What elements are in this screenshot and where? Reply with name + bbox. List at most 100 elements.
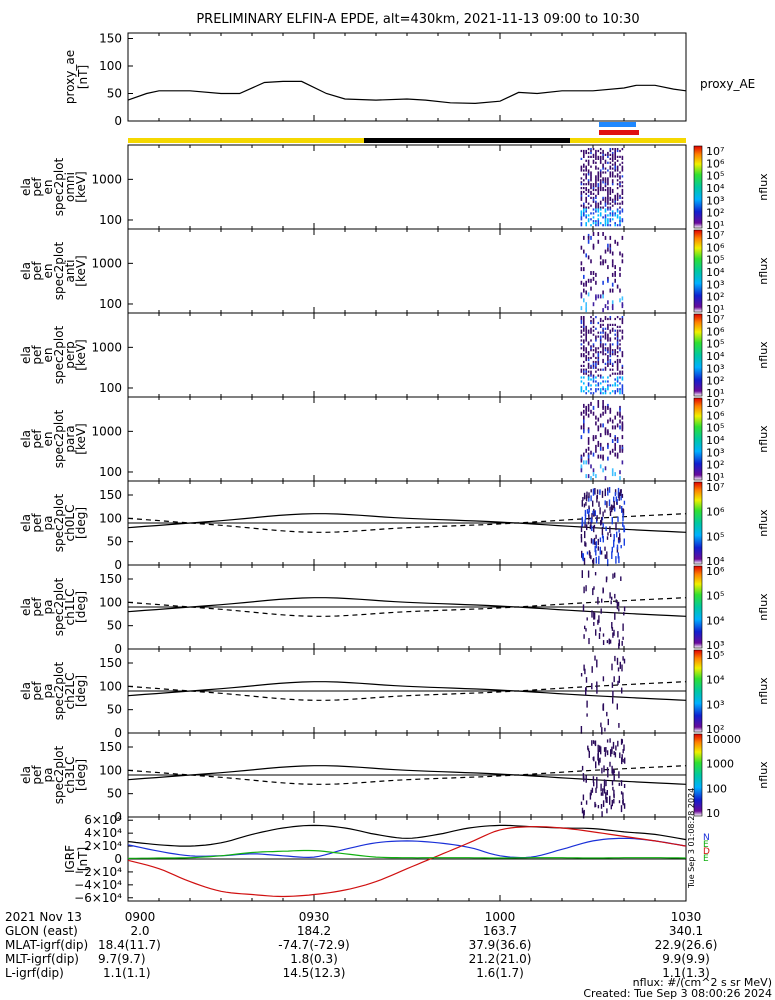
spectrogram-cell bbox=[597, 321, 600, 325]
pitch-angle-flux-cell bbox=[618, 492, 620, 496]
spectrogram-cell bbox=[597, 220, 600, 223]
spectrogram-cell bbox=[590, 356, 592, 360]
spectrogram-cell bbox=[583, 267, 585, 272]
spectrogram-cell bbox=[595, 356, 597, 360]
pitch-angle-flux-cell bbox=[583, 634, 585, 639]
spectrogram-cell bbox=[587, 235, 590, 240]
spectrogram-cell bbox=[614, 425, 616, 430]
spectrogram-cell bbox=[604, 196, 607, 199]
colorbar-tick-label: 10⁶ bbox=[706, 409, 725, 422]
spectrogram-cell bbox=[602, 163, 604, 166]
pitch-angle-flux-cell bbox=[606, 790, 608, 796]
pitch-angle-flux-cell bbox=[583, 503, 586, 508]
spectrogram-cell bbox=[619, 476, 621, 481]
spectrogram-cell bbox=[587, 183, 590, 186]
spectrogram-cell bbox=[602, 468, 604, 473]
y-tick-label: 1000 bbox=[91, 340, 122, 354]
spectrogram-cell bbox=[609, 167, 612, 170]
spectrogram-cell bbox=[580, 329, 583, 332]
spectrogram-cell bbox=[587, 151, 590, 155]
pitch-angle-flux-cell bbox=[583, 776, 585, 781]
spectrogram-cell bbox=[621, 460, 624, 465]
pitch-angle-flux-cell bbox=[587, 745, 589, 750]
colorbar bbox=[693, 313, 703, 397]
spectrogram-cell bbox=[580, 388, 583, 391]
footer-row-label: GLON (east) bbox=[5, 924, 78, 938]
spectrogram-cell bbox=[597, 183, 600, 186]
spectrogram-cell bbox=[604, 316, 607, 319]
spectrogram-cell bbox=[580, 376, 583, 379]
spectrogram-cell bbox=[607, 183, 609, 186]
pitch-angle-flux-cell bbox=[611, 627, 614, 631]
spectrogram-cell bbox=[616, 183, 619, 186]
spectrogram-cell bbox=[597, 384, 600, 387]
spectrogram-cell bbox=[597, 167, 600, 170]
spectrogram-cell bbox=[614, 384, 616, 387]
y-tick-label: 150 bbox=[99, 32, 122, 46]
spectrogram-cell bbox=[583, 208, 585, 211]
pitch-angle-flux-cell bbox=[593, 612, 596, 620]
pitch-angle-flux-cell bbox=[619, 752, 621, 759]
spectrogram-cell bbox=[580, 190, 583, 194]
pitch-angle-flux-cell bbox=[601, 533, 604, 539]
spectrogram-cell bbox=[595, 220, 597, 223]
spectrogram-cell bbox=[587, 364, 590, 367]
footer-cell: 1.6(1.7) bbox=[476, 966, 524, 980]
spectrogram-cell bbox=[583, 339, 585, 342]
spectrogram-cell bbox=[602, 411, 604, 416]
pitch-angle-flux-cell bbox=[592, 558, 595, 565]
y-axis-label: [keV] bbox=[74, 339, 88, 370]
pitch-angle-flux-cell bbox=[585, 542, 587, 547]
y-tick-label: 0 bbox=[114, 852, 122, 866]
y-axis-label: ch2LC bbox=[63, 673, 77, 710]
spectrogram-cell bbox=[597, 400, 600, 404]
spectrogram-cell bbox=[595, 188, 597, 192]
pitch-angle-flux-cell bbox=[597, 744, 599, 753]
pitch-angle-flux-cell bbox=[591, 740, 593, 746]
spectrogram-cell bbox=[619, 210, 621, 213]
spectrogram-cell bbox=[587, 403, 590, 408]
pitch-angle-flux-cell bbox=[593, 586, 595, 590]
spectrogram-cell bbox=[609, 212, 612, 215]
pitch-angle-flux-cell bbox=[584, 625, 586, 630]
colorbar-label: nflux bbox=[757, 761, 770, 789]
spectrogram-cell bbox=[592, 329, 595, 332]
pitch-angle-flux-cell bbox=[587, 570, 590, 578]
spectrogram-cell bbox=[587, 356, 590, 360]
spectrogram-cell bbox=[619, 388, 621, 391]
plot-title: PRELIMINARY ELFIN-A EPDE, alt=430km, 202… bbox=[196, 12, 639, 27]
spectrogram-cell bbox=[616, 364, 619, 367]
pitch-angle-flux-cell bbox=[585, 628, 587, 632]
spectrogram-cell bbox=[621, 192, 624, 195]
pitch-angle-flux-cell bbox=[617, 680, 619, 685]
spectrogram-cell bbox=[621, 372, 624, 375]
spectrogram-cell bbox=[587, 169, 590, 172]
spectrogram-cell bbox=[597, 175, 600, 178]
pitch-angle-flux-cell bbox=[608, 638, 610, 643]
spectrogram-cell bbox=[604, 177, 607, 180]
spectrogram-cell bbox=[590, 392, 592, 395]
side-stamp: Tue Sep 3 01:08:28 2024 bbox=[687, 788, 696, 889]
spectrogram-cell bbox=[590, 331, 592, 334]
spectrogram-cell bbox=[604, 235, 607, 240]
pitch-angle-flux-cell bbox=[606, 551, 608, 559]
pitch-angle-flux-cell bbox=[602, 800, 605, 807]
pitch-angle-flux-cell bbox=[619, 505, 621, 509]
colorbar-tick-label: 10¹ bbox=[706, 387, 724, 400]
spectrogram-cell bbox=[604, 362, 607, 365]
pitch-angle-flux-cell bbox=[622, 623, 624, 631]
spectrogram-cell bbox=[611, 181, 614, 184]
colorbar-tick-label: 10⁴ bbox=[706, 350, 725, 363]
spectrogram-cell bbox=[621, 353, 624, 356]
spectrogram-cell bbox=[619, 390, 621, 393]
colorbar-tick-label: 10¹ bbox=[706, 303, 724, 316]
spectrogram-cell bbox=[614, 155, 616, 158]
footer-cell: 1030 bbox=[671, 910, 702, 924]
footer-cell: 2.0 bbox=[130, 924, 149, 938]
spectrogram-cell bbox=[609, 243, 612, 248]
spectrogram-cell bbox=[587, 206, 590, 209]
spectrogram-cell bbox=[590, 364, 592, 367]
pitch-angle-flux-cell bbox=[609, 510, 612, 516]
spectrogram-cell bbox=[602, 331, 604, 334]
spectrogram-cell bbox=[614, 148, 616, 151]
